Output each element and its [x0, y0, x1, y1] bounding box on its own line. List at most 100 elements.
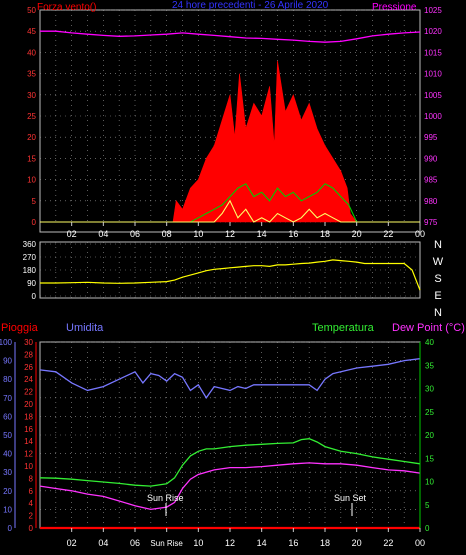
- y-tick-label-rain: 10: [24, 462, 33, 471]
- y-tick-label-rain: 2: [29, 512, 34, 521]
- y-tick-label-left: 45: [27, 27, 36, 36]
- y-tick-label-temperature: 40: [425, 338, 434, 347]
- x-tick-label: 00: [415, 229, 425, 239]
- y-axis-ticks: 0 90 180 270 360: [23, 240, 37, 301]
- y-tick-label-left: 0: [32, 218, 37, 227]
- x-tick-label: 18: [320, 538, 330, 548]
- x-axis-ticks: 02 04 06 Sun Rise 10 12 14 16 18 20 22 00: [67, 528, 425, 548]
- y-tick-label-humidity: 0: [8, 524, 13, 533]
- x-tick-label: 04: [98, 538, 108, 548]
- x-tick-label: 02: [67, 538, 77, 548]
- y-tick-label-rain: 18: [24, 412, 33, 421]
- x-tick-label: 14: [257, 229, 267, 239]
- y-tick-label-rain: 12: [24, 450, 33, 459]
- y-tick-label-right: 975: [424, 218, 438, 227]
- series-dew-point: [39, 462, 421, 511]
- compass-label: S: [434, 273, 441, 285]
- x-tick-label: 12: [225, 229, 235, 239]
- y-tick-label-temperature: 35: [425, 361, 434, 370]
- grid: [40, 242, 420, 298]
- x-tick-label: 02: [67, 229, 77, 239]
- y-tick-label-left: 15: [27, 154, 36, 163]
- sun-rise-annotation: Sun Rise: [147, 493, 184, 503]
- y-tick-label-left: 40: [27, 48, 36, 57]
- compass-label: E: [434, 290, 441, 302]
- y-tick-label-temperature: 25: [425, 408, 434, 417]
- y-tick-label-rain: 22: [24, 388, 33, 397]
- right-axis-label: Pressione: [372, 2, 417, 13]
- y-tick-label-right: 980: [424, 197, 438, 206]
- series-temperatura: [39, 438, 421, 487]
- y-tick-label-rain: 0: [29, 524, 34, 533]
- y-tick-label-left: 5: [32, 197, 37, 206]
- x-tick-label: 18: [320, 229, 330, 239]
- y-tick-label-humidity: 30: [3, 468, 12, 477]
- y-tick-label-humidity: 100: [0, 338, 13, 347]
- y-tick-label: 180: [23, 266, 37, 275]
- dewpoint-axis-label: Dew Point (°C): [392, 322, 465, 334]
- x-tick-label: Sun Rise: [150, 539, 183, 548]
- x-tick-label: 16: [288, 229, 298, 239]
- y-tick-label-temperature: 20: [425, 431, 434, 440]
- series-layer: [40, 259, 421, 291]
- chart-title: 24 hore precedenti - 26 Aprile 2020: [172, 0, 329, 11]
- y-tick-label-temperature: 10: [425, 478, 434, 487]
- x-tick-label: 14: [257, 538, 267, 548]
- series-pressione: [40, 30, 421, 43]
- y-tick-label-humidity: 80: [3, 375, 12, 384]
- y-tick-label-right: 1010: [424, 70, 442, 79]
- y-axis-left-ticks: 0 5 10 15 20 25 30 35 40 45 50: [27, 6, 36, 227]
- y-tick-label-humidity: 50: [3, 431, 12, 440]
- series-raffica: [40, 60, 420, 223]
- compass-label: N: [434, 239, 442, 251]
- x-tick-label: 06: [130, 538, 140, 548]
- compass-label: N: [434, 307, 442, 319]
- y-tick-label-left: 25: [27, 112, 36, 121]
- y-axis-humidity-ticks: 0 10 20 30 40 50 60 70 80 90 100: [0, 338, 13, 533]
- y-tick-label-right: 985: [424, 176, 438, 185]
- y-tick-label-rain: 16: [24, 425, 33, 434]
- y-tick-label-rain: 14: [24, 437, 33, 446]
- rain-axis-label: Pioggia: [1, 322, 39, 334]
- y-tick-label-left: 10: [27, 176, 36, 185]
- y-tick-label-humidity: 10: [3, 505, 12, 514]
- y-axis-temperature-ticks: 0 5 10 15 20 25 30 35 40: [425, 338, 434, 533]
- x-tick-label: 20: [352, 229, 362, 239]
- y-tick-label-right: 1005: [424, 91, 442, 100]
- humidity-axis-label: Umidita: [66, 322, 104, 334]
- y-tick-label-temperature: 15: [425, 454, 434, 463]
- y-tick-label-rain: 26: [24, 363, 33, 372]
- y-tick-label-humidity: 60: [3, 412, 12, 421]
- y-tick-label-left: 35: [27, 70, 36, 79]
- series-vento-minimo: [40, 199, 420, 223]
- y-tick-label-left: 20: [27, 133, 36, 142]
- x-tick-label: 10: [193, 538, 203, 548]
- x-tick-label: 06: [130, 229, 140, 239]
- y-tick-label-temperature: 0: [425, 524, 430, 533]
- x-tick-label: 00: [415, 538, 425, 548]
- y-tick-label-rain: 8: [29, 474, 34, 483]
- y-tick-label-temperature: 30: [425, 385, 434, 394]
- x-tick-label: 08: [162, 229, 172, 239]
- y-tick-label-right: 1020: [424, 27, 442, 36]
- y-tick-label-right: 1025: [424, 6, 442, 15]
- y-tick-label: 90: [27, 279, 36, 288]
- compass-label: W: [433, 256, 444, 268]
- y-tick-label: 360: [23, 240, 37, 249]
- y-tick-label-humidity: 40: [3, 450, 12, 459]
- x-tick-label: 22: [383, 229, 393, 239]
- y-tick-label-humidity: 20: [3, 487, 12, 496]
- x-tick-label: 12: [225, 538, 235, 548]
- y-tick-label-right: 1015: [424, 48, 442, 57]
- x-tick-label: 04: [98, 229, 108, 239]
- y-tick-label-rain: 30: [24, 338, 33, 347]
- y-tick-label-right: 1000: [424, 112, 442, 121]
- x-tick-label: 16: [288, 538, 298, 548]
- y-tick-label: 270: [23, 253, 37, 262]
- y-tick-label-temperature: 5: [425, 501, 430, 510]
- y-tick-label-humidity: 90: [3, 357, 12, 366]
